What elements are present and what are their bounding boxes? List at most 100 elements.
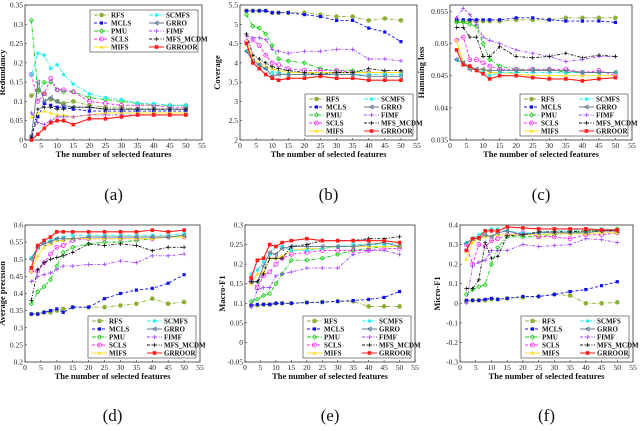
data-point — [464, 301, 469, 306]
data-point — [468, 64, 472, 68]
x-tick-label: 15 — [285, 141, 293, 150]
x-tick-label: 55 — [413, 141, 421, 150]
data-point — [487, 70, 492, 75]
legend-label: RFS — [326, 96, 339, 104]
y-tick-label: 0.45 — [10, 272, 23, 281]
data-point — [48, 66, 53, 71]
data-point — [505, 296, 509, 300]
data-point — [304, 266, 309, 271]
data-point — [48, 257, 53, 262]
data-point — [279, 271, 285, 277]
data-point — [461, 25, 466, 30]
y-tick-label: 3 — [234, 97, 238, 106]
legend-label: SCLS — [541, 120, 559, 128]
data-point — [497, 44, 502, 49]
legend-label: GRRO — [596, 104, 618, 112]
legend: RFS SCMFS MCLS GRRO PMU FIMF SCLS MFS_MCDM MIFS G… — [87, 315, 206, 359]
data-point — [117, 234, 123, 240]
data-point — [168, 113, 172, 117]
data-point — [289, 301, 293, 305]
legend-entry-rfs: RFS — [309, 96, 339, 104]
legend-label: MFS_MCDM — [381, 120, 423, 128]
data-point — [599, 228, 604, 232]
legend-label: GRROOR — [597, 350, 629, 358]
data-point — [118, 258, 123, 263]
data-point — [260, 292, 267, 299]
data-point — [35, 274, 40, 279]
data-point — [48, 105, 53, 110]
x-axis-label: The number of selected features — [272, 371, 389, 381]
data-point — [87, 105, 92, 110]
data-point — [134, 288, 138, 292]
legend-entry-pmu: PMU — [92, 334, 125, 342]
data-point — [261, 260, 266, 265]
data-point — [552, 292, 556, 297]
data-point — [488, 234, 494, 240]
legend-label: SCMFS — [379, 318, 403, 326]
legend-entry-mifs: MIFS — [524, 128, 559, 136]
legend-marker — [314, 120, 319, 126]
data-point — [537, 294, 541, 299]
data-point — [318, 49, 323, 54]
x-tick-label: 0 — [23, 363, 27, 372]
data-point — [597, 77, 601, 81]
x-tick-label: 25 — [529, 141, 537, 150]
legend-entry-mcls: MCLS — [525, 326, 562, 334]
chart-c: 0 5 10 15 20 25 30 35 40 45 50 55 0.035 0.04 0.045 0.05… — [416, 4, 638, 204]
data-point — [474, 35, 479, 40]
series-line — [456, 59, 616, 73]
x-tick-label: 50 — [180, 363, 188, 372]
data-point — [41, 284, 47, 290]
data-point — [460, 34, 466, 40]
data-point — [47, 277, 54, 283]
data-point — [149, 234, 155, 240]
data-point — [350, 47, 355, 52]
data-point — [398, 18, 404, 23]
data-point — [279, 245, 285, 252]
x-tick-label: 20 — [519, 363, 527, 372]
y-tick-label: 0 — [19, 136, 23, 145]
series-grro — [453, 56, 618, 76]
data-point — [514, 73, 518, 78]
legend-entry-fimf: FIMF — [580, 334, 615, 342]
data-point — [29, 298, 34, 303]
legend-label: GRRO — [166, 20, 188, 28]
data-point — [134, 230, 139, 234]
data-point — [470, 286, 475, 291]
data-point — [397, 289, 402, 294]
x-axis-label: The number of selected features — [271, 149, 388, 159]
data-point — [579, 69, 585, 76]
data-point — [29, 255, 34, 260]
y-axis-label: Coverage — [212, 55, 222, 90]
legend-entry-scmfs: SCMFS — [364, 96, 405, 104]
y-tick-label: -0.2 — [446, 338, 458, 347]
data-point — [166, 233, 171, 238]
data-point — [273, 256, 278, 261]
legend-marker — [584, 121, 589, 125]
y-tick-label: 0.1 — [234, 299, 244, 308]
data-point — [552, 227, 557, 231]
data-point — [613, 70, 618, 75]
data-point — [489, 256, 494, 261]
series-scmfs — [29, 51, 188, 108]
data-point — [483, 240, 488, 245]
data-point — [182, 228, 186, 232]
data-point — [470, 264, 475, 269]
legend-entry-scmfs: SCMFS — [580, 318, 621, 326]
legend-marker — [96, 334, 103, 340]
series-line — [30, 243, 185, 301]
data-point — [255, 271, 260, 276]
data-point — [473, 23, 480, 29]
data-point — [48, 75, 54, 81]
data-point — [276, 49, 281, 54]
chart-e: 0 5 10 15 20 25 30 35 40 45 50 55-0.0500.050.10.150… — [217, 221, 421, 426]
y-tick-label: 0.3 — [449, 240, 459, 249]
legend-marker — [99, 36, 104, 42]
legend-entry-scls: SCLS — [524, 120, 559, 128]
legend-marker — [529, 334, 536, 340]
legend-label: MIFS — [111, 44, 129, 52]
data-point — [249, 276, 253, 280]
data-point — [69, 236, 75, 242]
legend-marker — [154, 13, 159, 17]
series-line — [246, 33, 401, 75]
